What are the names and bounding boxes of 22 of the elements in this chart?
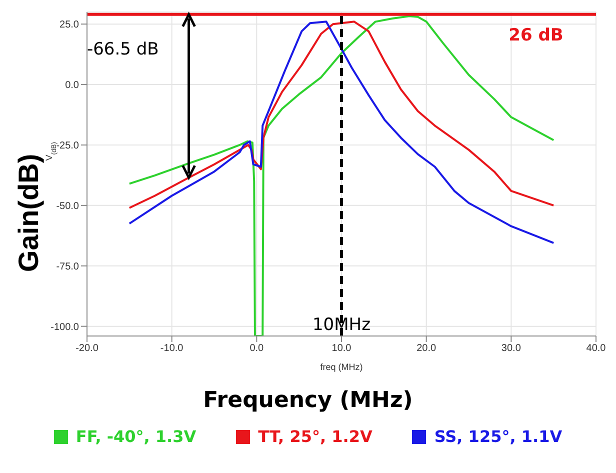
x-tick-label: 30.0 bbox=[501, 343, 522, 354]
x-tick-label: 0.0 bbox=[250, 343, 264, 354]
y-tick-label: -50.0 bbox=[56, 200, 80, 212]
y-tick-label: -100.0 bbox=[50, 322, 80, 333]
y-tick-label: -25.0 bbox=[56, 140, 80, 152]
ref-line-label: 10MHz bbox=[312, 315, 371, 335]
annotation: -66.5 dB bbox=[86, 39, 159, 60]
legend-label: SS, 125°, 1.1V bbox=[434, 427, 562, 446]
legend-label: TT, 25°, 1.2V bbox=[258, 427, 372, 446]
y-tick-label: 0.0 bbox=[65, 80, 80, 92]
x-axis-title: Frequency (MHz) bbox=[202, 388, 414, 413]
x-tick-label: 10.0 bbox=[332, 343, 352, 354]
text: freq (MHz) bbox=[320, 362, 363, 372]
y-tick-label: 25.0 bbox=[60, 20, 80, 31]
y-axis-title: Gain(dB) bbox=[13, 154, 44, 272]
x-tick-label: 40.0 bbox=[586, 343, 606, 354]
x-tick-label: -10.0 bbox=[160, 343, 184, 354]
legend-label: FF, -40°, 1.3V bbox=[76, 427, 196, 446]
x-tick-label: 20.0 bbox=[416, 343, 436, 354]
y-tick-label: -75.0 bbox=[56, 261, 80, 272]
ref-line-label: 26 dB bbox=[508, 25, 564, 46]
x-tick-label: -20.0 bbox=[76, 343, 99, 354]
